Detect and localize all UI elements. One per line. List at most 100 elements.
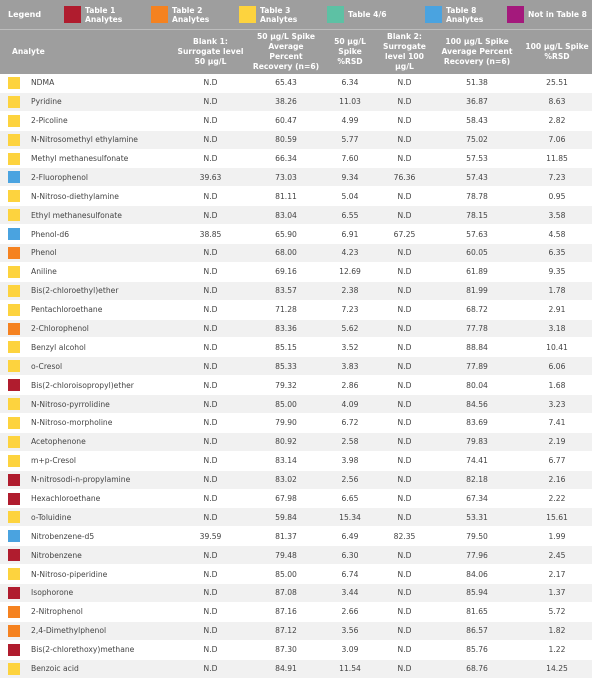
table-body: NDMA N.D 65.43 6.34 N.D 51.38 25.51 Pyridine N.D… [0, 74, 592, 679]
rsd-50-value: 15.34 [323, 507, 377, 528]
rsd-100-value: 0.95 [522, 186, 592, 207]
blank1-value: N.D [172, 92, 249, 112]
table-row: Bis(2-chlorethoxy)methane N.D 87.30 3.09 N.D… [0, 640, 592, 660]
category-swatch [7, 152, 20, 165]
recovery-50-value: 66.34 [249, 149, 323, 169]
rsd-100-value: 3.18 [522, 319, 592, 339]
recovery-50-value: 79.32 [249, 375, 323, 396]
analyte-name: 2,4-Dimethylphenol [27, 621, 172, 641]
recovery-100-value: 57.63 [432, 224, 522, 245]
blank1-value: N.D [172, 375, 249, 396]
category-swatch [7, 398, 20, 411]
category-swatch [7, 209, 20, 222]
blank2-value: N.D [377, 186, 432, 207]
blank2-value: N.D [377, 281, 432, 301]
rsd-50-value: 3.52 [323, 337, 377, 358]
table-row: N-Nitroso-morpholine N.D 79.90 6.72 N.D 83.69… [0, 413, 592, 433]
category-swatch [7, 586, 20, 599]
recovery-50-value: 80.59 [249, 130, 323, 150]
blank1-value: N.D [172, 300, 249, 320]
category-cell [0, 413, 27, 433]
category-swatch [7, 190, 20, 203]
rsd-50-value: 6.74 [323, 564, 377, 585]
rsd-100-value: 5.72 [522, 602, 592, 622]
category-cell [0, 621, 27, 641]
legend-item-table1: Table 1 Analytes [64, 6, 149, 24]
category-swatch [7, 322, 20, 335]
blank1-value: N.D [172, 111, 249, 131]
category-cell [0, 583, 27, 603]
table-row: 2,4-Dimethylphenol N.D 87.12 3.56 N.D 86.57 1.… [0, 621, 592, 641]
table-row: Aniline N.D 69.16 12.69 N.D 61.89 9.35 [0, 262, 592, 282]
category-swatch [7, 114, 20, 127]
table-row: 2-Nitrophenol N.D 87.16 2.66 N.D 81.65 5.72 [0, 602, 592, 622]
analyte-name: Nitrobenzene [27, 545, 172, 566]
header-blank2: Blank 2: Surrogate level 100 µg/L [377, 29, 432, 74]
header-recovery-50: 50 µg/L Spike Average Percent Recovery (… [249, 29, 323, 74]
recovery-50-value: 79.48 [249, 545, 323, 566]
category-cell [0, 640, 27, 660]
category-cell [0, 205, 27, 226]
blank1-value: N.D [172, 451, 249, 471]
blank2-value: N.D [377, 375, 432, 396]
recovery-100-value: 57.43 [432, 167, 522, 188]
rsd-50-value: 3.44 [323, 583, 377, 603]
category-cell [0, 300, 27, 320]
recovery-50-value: 59.84 [249, 507, 323, 528]
header-rsd-100: 100 µg/L Spike %RSD [522, 29, 592, 74]
rsd-50-value: 7.60 [323, 149, 377, 169]
table-row: NDMA N.D 65.43 6.34 N.D 51.38 25.51 [0, 74, 592, 93]
blank1-value: 39.59 [172, 526, 249, 547]
recovery-100-value: 85.76 [432, 640, 522, 660]
category-cell [0, 507, 27, 528]
recovery-100-value: 85.94 [432, 583, 522, 603]
blank2-value: N.D [377, 507, 432, 528]
category-cell [0, 659, 27, 679]
recovery-50-value: 84.91 [249, 659, 323, 679]
results-table: Analyte Blank 1: Surrogate level 50 µg/L… [0, 29, 592, 679]
rsd-100-value: 2.16 [522, 470, 592, 490]
recovery-50-value: 87.16 [249, 602, 323, 622]
analyte-name: Phenol-d6 [27, 224, 172, 245]
table-row: Acetophenone N.D 80.92 2.58 N.D 79.83 2.19 [0, 432, 592, 452]
blank2-value: N.D [377, 337, 432, 358]
table-row: N-Nitrosomethyl ethylamine N.D 80.59 5.77 N.… [0, 130, 592, 150]
blank1-value: N.D [172, 205, 249, 226]
rsd-50-value: 12.69 [323, 262, 377, 282]
rsd-50-value: 3.09 [323, 640, 377, 660]
table-row: Phenol N.D 68.00 4.23 N.D 60.05 6.35 [0, 243, 592, 263]
blank2-value: N.D [377, 394, 432, 415]
analyte-name: Ethyl methanesulfonate [27, 205, 172, 226]
recovery-100-value: 68.72 [432, 300, 522, 320]
category-swatch [7, 379, 20, 392]
table-row: N-Nitroso-diethylamine N.D 81.11 5.04 N.D 78.… [0, 186, 592, 207]
rsd-100-value: 8.63 [522, 92, 592, 112]
analyte-name: 2-Picoline [27, 111, 172, 131]
recovery-50-value: 85.15 [249, 337, 323, 358]
category-swatch [7, 568, 20, 581]
blank2-value: N.D [377, 130, 432, 150]
blank2-value: 76.36 [377, 167, 432, 188]
recovery-50-value: 87.08 [249, 583, 323, 603]
blank2-value: N.D [377, 149, 432, 169]
blank2-value: N.D [377, 489, 432, 509]
category-swatch [7, 605, 20, 618]
rsd-50-value: 4.99 [323, 111, 377, 131]
rsd-100-value: 1.22 [522, 640, 592, 660]
recovery-50-value: 87.12 [249, 621, 323, 641]
rsd-50-value: 6.34 [323, 74, 377, 93]
category-cell [0, 356, 27, 377]
rsd-50-value: 6.55 [323, 205, 377, 226]
category-cell [0, 545, 27, 566]
rsd-100-value: 10.41 [522, 337, 592, 358]
blank2-value: 82.35 [377, 526, 432, 547]
recovery-100-value: 58.43 [432, 111, 522, 131]
recovery-100-value: 61.89 [432, 262, 522, 282]
blank2-value: N.D [377, 243, 432, 263]
analyte-name: NDMA [27, 74, 172, 93]
recovery-50-value: 79.90 [249, 413, 323, 433]
category-swatch [7, 435, 20, 448]
analyte-name: o-Toluidine [27, 507, 172, 528]
rsd-50-value: 2.58 [323, 432, 377, 452]
rsd-50-value: 6.72 [323, 413, 377, 433]
